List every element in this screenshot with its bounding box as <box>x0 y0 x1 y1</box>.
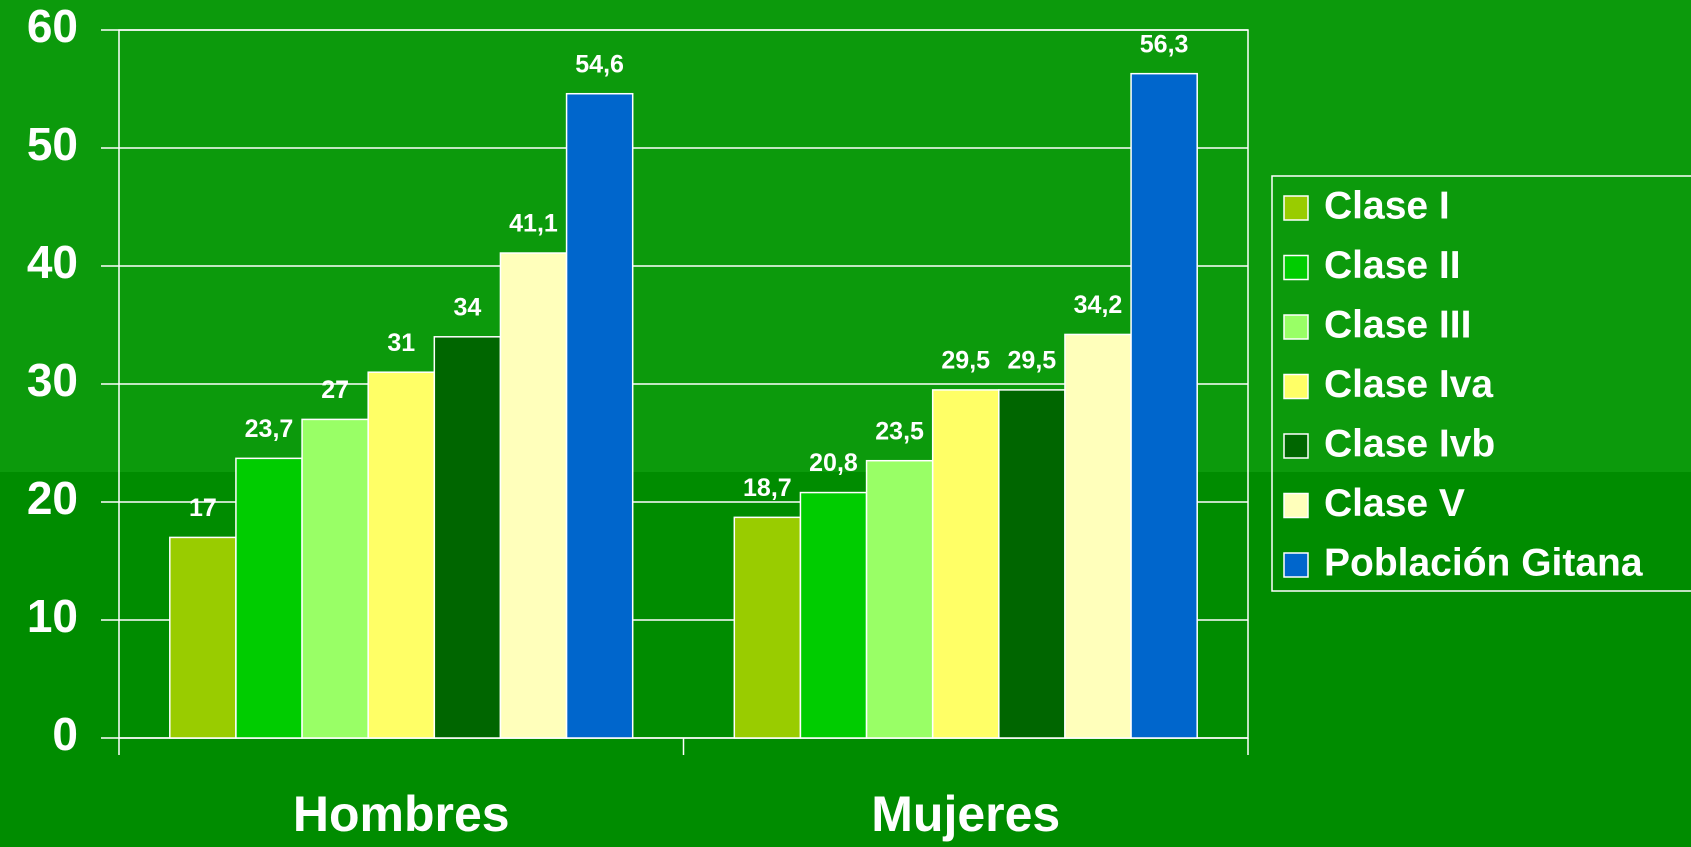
value-label: 18,7 <box>743 474 792 502</box>
value-label: 23,7 <box>245 415 294 443</box>
y-tick-label: 40 <box>27 236 78 288</box>
bar <box>799 491 868 739</box>
legend-label: Clase V <box>1324 482 1465 525</box>
y-tick-label: 20 <box>27 472 78 524</box>
value-label: 54,6 <box>575 50 624 78</box>
value-label: 29,5 <box>1008 347 1057 375</box>
legend-label: Población Gitana <box>1324 541 1643 584</box>
legend-label: Clase III <box>1324 303 1471 346</box>
x-tick-label: Mujeres <box>871 786 1060 842</box>
bar <box>169 536 237 739</box>
y-tick-label: 10 <box>27 590 78 642</box>
bar <box>865 459 934 739</box>
value-label: 34,2 <box>1074 291 1123 319</box>
value-label: 34 <box>453 293 481 321</box>
legend-swatch <box>1283 433 1309 459</box>
bar <box>301 418 369 739</box>
value-label: 23,5 <box>875 417 924 445</box>
background-top <box>0 0 1691 472</box>
legend-swatch <box>1283 254 1309 281</box>
bar <box>931 389 1000 739</box>
value-label: 56,3 <box>1140 30 1189 58</box>
bar <box>998 389 1066 739</box>
bar <box>565 92 634 739</box>
legend-label: Clase Iva <box>1324 363 1493 406</box>
legend-swatch <box>1283 195 1309 221</box>
bar <box>733 516 802 739</box>
bar <box>1064 333 1132 739</box>
value-label: 31 <box>387 329 415 357</box>
y-tick-label: 50 <box>27 118 78 170</box>
legend-label: Clase II <box>1324 244 1461 287</box>
x-tick-label: Hombres <box>293 786 510 842</box>
bar <box>433 336 502 739</box>
value-label: 27 <box>321 376 349 404</box>
value-label: 41,1 <box>509 210 558 238</box>
y-tick-label: 60 <box>27 0 78 52</box>
bar <box>367 371 436 739</box>
legend-swatch <box>1283 314 1309 340</box>
bar <box>499 252 568 739</box>
legend-label: Clase I <box>1324 184 1450 227</box>
value-label: 20,8 <box>809 449 858 477</box>
value-label: 29,5 <box>941 347 990 375</box>
legend-label: Clase Ivb <box>1324 422 1495 465</box>
y-tick-label: 0 <box>52 708 78 760</box>
bar <box>235 457 303 739</box>
value-label: 17 <box>189 494 217 522</box>
legend-swatch <box>1283 552 1309 578</box>
legend-swatch <box>1283 492 1309 519</box>
bar <box>1130 72 1198 739</box>
y-tick-label: 30 <box>27 354 78 406</box>
legend-box <box>1271 175 1691 592</box>
legend-swatch <box>1283 373 1309 400</box>
